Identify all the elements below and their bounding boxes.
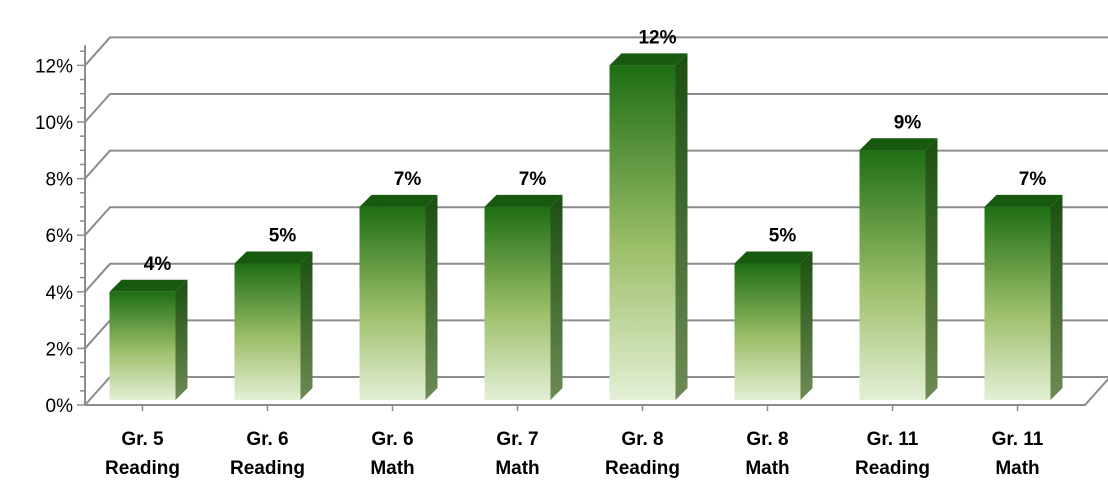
bar-side: [676, 53, 688, 400]
bar-side: [926, 138, 938, 400]
gridline: [85, 94, 1108, 122]
data-label: 5%: [269, 226, 297, 247]
data-label: 7%: [519, 169, 547, 190]
bar: [985, 207, 1051, 400]
bar-top: [735, 252, 813, 264]
y-tick-label: 12%: [35, 56, 73, 77]
bar-top: [110, 280, 188, 292]
data-label: 5%: [769, 226, 797, 247]
bar: [485, 207, 551, 400]
y-tick-label: 6%: [46, 226, 74, 247]
x-tick-label: Gr. 6 Math: [370, 429, 414, 479]
y-tick-label: 0%: [46, 396, 74, 417]
y-tick-label: 4%: [46, 283, 74, 304]
bar-side: [426, 195, 438, 400]
x-tick-label: Gr. 7 Math: [495, 429, 539, 479]
x-tick-label: Gr. 6 Reading: [230, 429, 305, 479]
y-axis: 0% 2% 4% 6% 8% 10% 12%: [35, 45, 1108, 417]
bar: [610, 65, 676, 400]
bar-side: [1051, 195, 1063, 400]
gridline: [85, 37, 1108, 65]
bar-side: [551, 195, 563, 400]
x-tick-label: Gr. 8 Math: [745, 429, 789, 479]
bar-top: [985, 195, 1063, 207]
bar-top: [235, 252, 313, 264]
bar-top: [360, 195, 438, 207]
x-tick-label: Gr. 5 Reading: [105, 429, 180, 479]
data-label: 7%: [1019, 169, 1047, 190]
bar: [735, 264, 801, 401]
bar: [110, 292, 176, 400]
x-tick-label: Gr. 8 Reading: [605, 429, 680, 479]
bar: [860, 150, 926, 400]
bar-side: [801, 252, 813, 401]
bar-side: [176, 280, 188, 400]
data-label: 12%: [638, 27, 676, 48]
x-tick-label: Gr. 11 Math: [992, 429, 1044, 479]
bar-top: [485, 195, 563, 207]
bar: [360, 207, 426, 400]
bar: [235, 264, 301, 401]
bar-top: [860, 138, 938, 150]
bar-top: [610, 53, 688, 65]
y-tick-label: 10%: [35, 113, 73, 134]
y-tick-label: 2%: [46, 339, 74, 360]
x-tick-label: Gr. 11 Reading: [855, 429, 930, 479]
y-tick-label: 8%: [46, 170, 74, 191]
gridline: [85, 151, 1108, 179]
bar-side: [301, 252, 313, 401]
gridline: [85, 207, 1108, 235]
data-label: 9%: [894, 112, 922, 133]
data-label: 7%: [394, 169, 422, 190]
bars: [110, 53, 1063, 400]
data-label: 4%: [144, 254, 172, 275]
